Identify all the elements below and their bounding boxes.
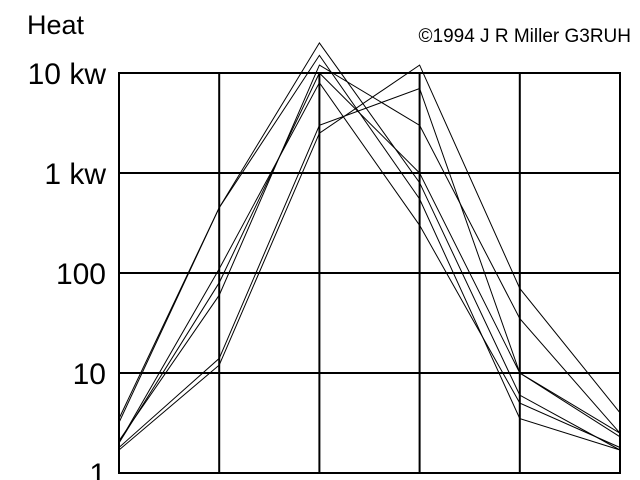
series-lines (118, 41, 621, 451)
y-tick-label: 100 (56, 258, 106, 291)
y-tick-label: 1 (89, 458, 106, 480)
y-tick-label: 1 kw (44, 158, 106, 191)
copyright-annotation: ©1994 J R Miller G3RUH (419, 26, 632, 47)
y-tick-labels: 10 kw 1 kw 100 10 1 (28, 58, 107, 480)
series-line-3 (118, 72, 621, 444)
series-line-4 (118, 64, 621, 442)
series-line-7 (118, 81, 621, 448)
series-line-5 (118, 64, 621, 451)
series-line-2 (118, 54, 621, 451)
grid (119, 73, 620, 473)
y-tick-label: 10 kw (28, 58, 107, 91)
series-line-6 (118, 87, 621, 448)
plot-border (118, 72, 621, 474)
y-axis-label: Heat (27, 10, 85, 40)
y-tick-label: 10 (73, 358, 106, 391)
